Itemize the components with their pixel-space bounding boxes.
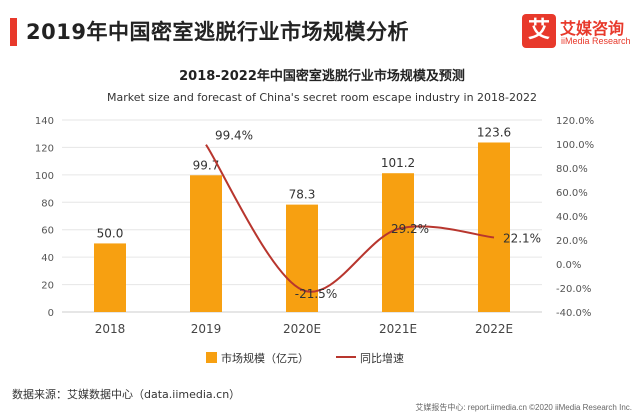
legend: 市场规模（亿元） 同比增速 [206,351,404,365]
y2-tick-label: 120.0% [556,116,594,127]
bar-value-label: 78.3 [289,188,316,202]
x-tick-label: 2021E [379,322,417,336]
logo-mark: 艾 [522,14,556,48]
y2-tick-label: 40.0% [556,212,588,223]
header-bar: 2019年中国密室逃脱行业市场规模分析 艾 艾媒咨询 iiMedia Resea… [0,0,640,58]
bar [190,175,222,312]
bar-value-label: 99.7 [193,158,220,172]
logo-text-cn: 艾媒咨询 [560,19,625,38]
y2-tick-label: 20.0% [556,236,588,247]
y2-tick-label: -20.0% [556,284,591,295]
iimedia-logo: 艾 艾媒咨询 iiMedia Research [522,14,632,52]
chart-title: 2018-2022年中国密室逃脱行业市场规模及预测 [179,68,465,84]
x-tick-label: 2022E [475,322,513,336]
y-tick-label: 80 [41,198,54,209]
legend-line-label: 同比增速 [360,351,404,365]
data-source: 数据来源：艾媒数据中心（data.iimedia.cn） [12,388,241,401]
y2-tick-label: 0.0% [556,260,581,271]
line-value-label: 22.1% [503,231,541,245]
line-value-label: 99.4% [215,129,253,143]
y2-tick-label: 80.0% [556,164,588,175]
y-tick-label: 140 [35,116,54,127]
y2-tick-label: 100.0% [556,140,594,151]
line-value-label: -21.5% [295,287,337,301]
title-accent-bar [10,18,17,46]
bar [478,142,510,312]
bar [382,173,414,312]
logo-text-en: iiMedia Research [561,36,631,46]
page-title: 2019年中国密室逃脱行业市场规模分析 [26,20,409,44]
x-tick-label: 2019 [191,322,222,336]
y-tick-label: 40 [41,253,54,264]
x-axis: 2018 2019 2020E 2021E 2022E [95,322,513,336]
y-tick-label: 120 [35,143,54,154]
bar-value-label: 50.0 [97,226,124,240]
bar [286,204,318,312]
y-tick-label: 100 [35,171,54,182]
bar [94,243,126,312]
line-value-label: 29.2% [391,222,429,236]
x-tick-label: 2018 [95,322,126,336]
bar-series: 50.0 99.7 78.3 101.2 123.6 [94,125,511,312]
copyright-note: 艾媒报告中心: report.iimedia.cn ©2020 iiMedia … [415,403,632,412]
y-tick-label: 60 [41,226,54,237]
y2-tick-label: 60.0% [556,188,588,199]
legend-bar-label: 市场规模（亿元） [221,351,309,365]
chart-subtitle: Market size and forecast of China's secr… [107,91,537,104]
y-tick-label: 20 [41,281,54,292]
legend-bar-swatch [206,352,217,363]
y2-tick-label: -40.0% [556,308,591,319]
y-axis-right: -40.0% -20.0% 0.0% 20.0% 40.0% 60.0% 80.0% 100.… [556,116,594,319]
line-series: 99.4% -21.5% 29.2% 22.1% [205,129,541,301]
bar-value-label: 123.6 [477,125,511,139]
bar-value-label: 101.2 [381,156,415,170]
growth-line [205,144,495,293]
y-axis-left: 0 20 40 60 80 100 120 140 [35,116,54,319]
x-tick-label: 2020E [283,322,321,336]
y-tick-label: 0 [48,308,54,319]
